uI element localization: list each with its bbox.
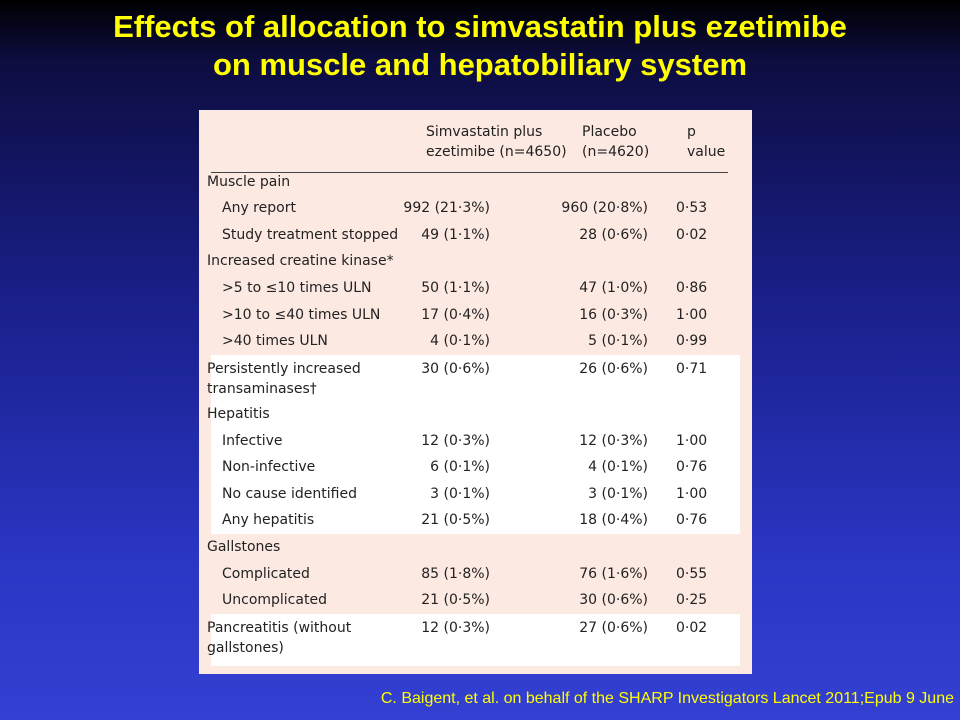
- table-row: >5 to ≤10 times ULN 50 (1·1%) 47 (1·0%) …: [199, 275, 728, 301]
- row-label: Muscle pain: [207, 174, 291, 190]
- table-row: >40 times ULN 4 (0·1%) 5 (0·1%) 0·99: [199, 328, 728, 354]
- table-row: Infective 12 (0·3%) 12 (0·3%) 1·00: [199, 428, 728, 454]
- table-row: No cause identified 3 (0·1%) 3 (0·1%) 1·…: [199, 481, 728, 507]
- row-label: No cause identified: [222, 486, 357, 502]
- p-value: 0·02: [676, 620, 708, 636]
- row-label: >5 to ≤10 times ULN: [222, 280, 372, 296]
- p-value: 0·71: [676, 361, 708, 377]
- simvastatin-value: 992 (21·3%): [403, 200, 490, 216]
- header-simvastatin: Simvastatin plus ezetimibe (n=4650): [426, 124, 567, 160]
- p-value: 0·53: [676, 200, 708, 216]
- title-line-1: Effects of allocation to simvastatin plu…: [113, 9, 847, 44]
- placebo-value: 3 (0·1%): [588, 486, 648, 502]
- simvastatin-value: 6 (0·1%): [430, 459, 490, 475]
- simvastatin-value: 30 (0·6%): [421, 361, 490, 377]
- row-label: Hepatitis: [207, 406, 270, 422]
- citation: C. Baigent, et al. on behalf of the SHAR…: [380, 690, 954, 707]
- table-row: Pancreatitis (without gallstones) 12 (0·…: [199, 614, 728, 660]
- table-row: Uncomplicated 21 (0·5%) 30 (0·6%) 0·25: [199, 587, 728, 613]
- row-label: Infective: [222, 433, 283, 449]
- slide-title: Effects of allocation to simvastatin plu…: [0, 8, 960, 84]
- p-value: 0·99: [676, 333, 708, 349]
- simvastatin-value: 85 (1·8%): [421, 566, 490, 582]
- p-value: 0·25: [676, 592, 708, 608]
- results-table: Simvastatin plus ezetimibe (n=4650) Plac…: [199, 110, 752, 674]
- row-label: >10 to ≤40 times ULN: [222, 307, 381, 323]
- band-hepatitis: [211, 401, 740, 534]
- table-row: >10 to ≤40 times ULN 17 (0·4%) 16 (0·3%)…: [199, 302, 728, 328]
- table-row: Complicated 85 (1·8%) 76 (1·6%) 0·55: [199, 561, 728, 587]
- row-label: Non-infective: [222, 459, 316, 475]
- table-row: Persistently increased transaminases† 30…: [199, 355, 728, 401]
- simvastatin-value: 4 (0·1%): [430, 333, 490, 349]
- row-label: Uncomplicated: [222, 592, 327, 608]
- row-label: Pancreatitis (without gallstones): [207, 620, 352, 656]
- p-value: 0·76: [676, 459, 708, 475]
- simvastatin-value: 21 (0·5%): [421, 512, 490, 528]
- header-p-value: p value: [687, 124, 726, 160]
- placebo-value: 26 (0·6%): [579, 361, 648, 377]
- band-pancreatitis: [211, 614, 740, 666]
- placebo-value: 47 (1·0%): [579, 280, 648, 296]
- table-row: Any hepatitis 21 (0·5%) 18 (0·4%) 0·76: [199, 507, 728, 533]
- row-label: Any report: [222, 200, 296, 216]
- row-label: Increased creatine kinase*: [207, 253, 394, 269]
- table-row: Muscle pain: [199, 169, 728, 195]
- simvastatin-value: 12 (0·3%): [421, 433, 490, 449]
- p-value: 1·00: [676, 433, 708, 449]
- placebo-value: 12 (0·3%): [579, 433, 648, 449]
- header-placebo: Placebo (n=4620): [582, 124, 650, 160]
- placebo-value: 5 (0·1%): [588, 333, 648, 349]
- table-row: Increased creatine kinase*: [199, 248, 728, 274]
- row-label: Complicated: [222, 566, 310, 582]
- simvastatin-value: 49 (1·1%): [421, 227, 490, 243]
- simvastatin-value: 17 (0·4%): [421, 307, 490, 323]
- placebo-value: 27 (0·6%): [579, 620, 648, 636]
- placebo-value: 30 (0·6%): [579, 592, 648, 608]
- row-label: >40 times ULN: [222, 333, 328, 349]
- title-line-2: on muscle and hepatobiliary system: [212, 47, 748, 82]
- p-value: 0·02: [676, 227, 708, 243]
- placebo-value: 4 (0·1%): [588, 459, 648, 475]
- placebo-value: 18 (0·4%): [579, 512, 648, 528]
- p-value: 0·55: [676, 566, 708, 582]
- table-row: Hepatitis: [199, 401, 728, 427]
- p-value: 0·76: [676, 512, 708, 528]
- table-row: Non-infective 6 (0·1%) 4 (0·1%) 0·76: [199, 454, 728, 480]
- simvastatin-value: 3 (0·1%): [430, 486, 490, 502]
- row-label: Any hepatitis: [222, 512, 315, 528]
- row-label: Persistently increased transaminases†: [207, 361, 361, 397]
- simvastatin-value: 50 (1·1%): [421, 280, 490, 296]
- placebo-value: 16 (0·3%): [579, 307, 648, 323]
- placebo-value: 28 (0·6%): [579, 227, 648, 243]
- row-label: Study treatment stopped: [222, 227, 399, 243]
- p-value: 0·86: [676, 280, 708, 296]
- table-row: Any report 992 (21·3%) 960 (20·8%) 0·53: [199, 195, 728, 221]
- table-row: Study treatment stopped 49 (1·1%) 28 (0·…: [199, 222, 728, 248]
- p-value: 1·00: [676, 307, 708, 323]
- table-header: Simvastatin plus ezetimibe (n=4650) Plac…: [211, 118, 728, 173]
- row-label: Gallstones: [207, 539, 281, 555]
- table-row: Gallstones: [199, 534, 728, 560]
- simvastatin-value: 12 (0·3%): [421, 620, 490, 636]
- placebo-value: 960 (20·8%): [561, 200, 648, 216]
- p-value: 1·00: [676, 486, 708, 502]
- simvastatin-value: 21 (0·5%): [421, 592, 490, 608]
- placebo-value: 76 (1·6%): [579, 566, 648, 582]
